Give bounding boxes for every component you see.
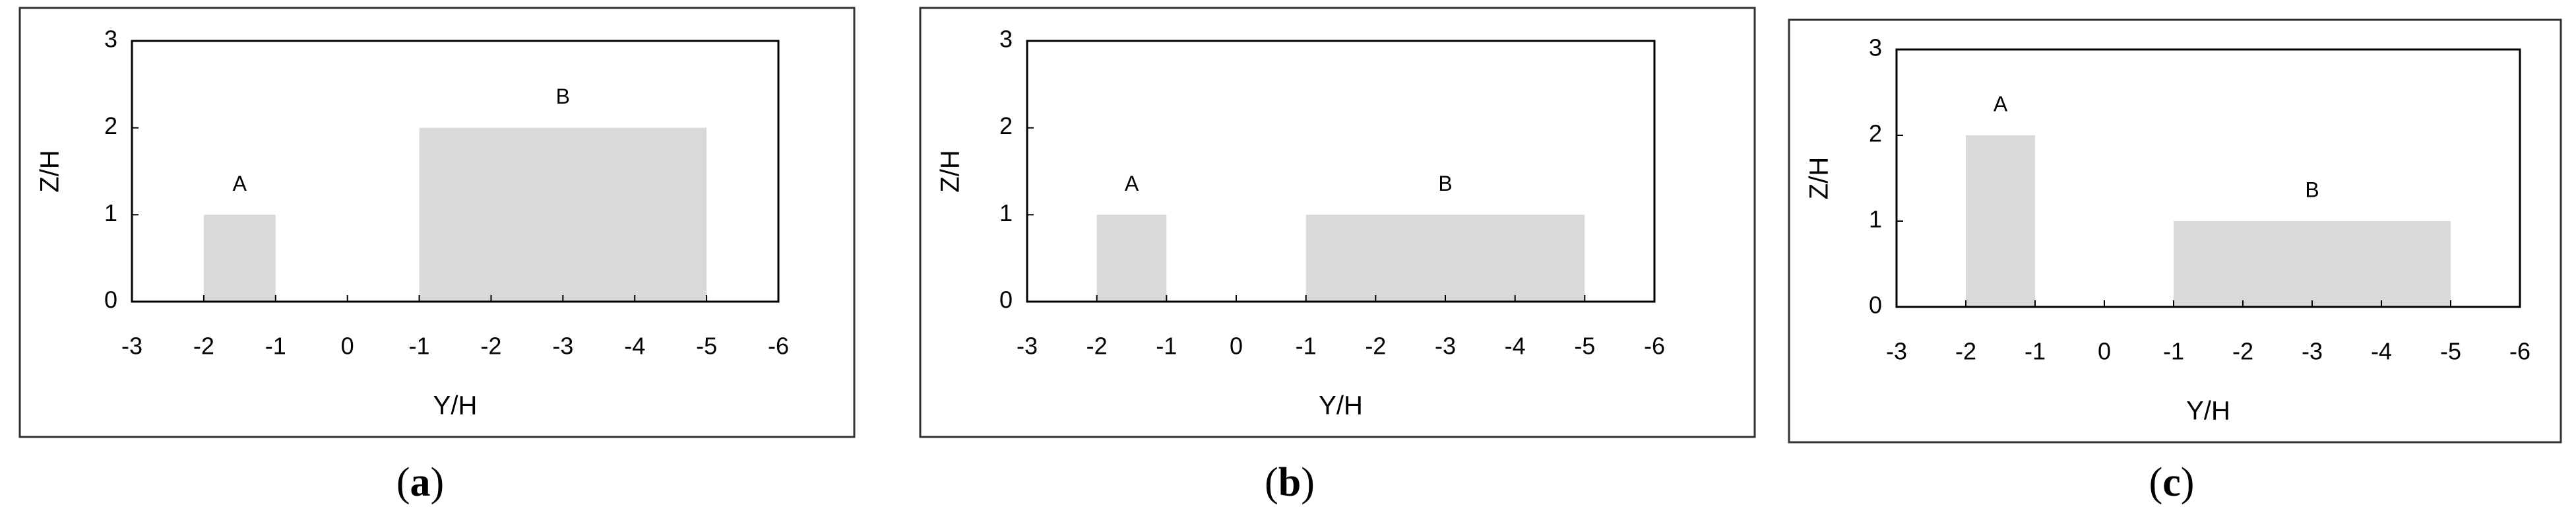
x-tick-label: -3 xyxy=(1886,338,1907,365)
x-tick-label: -2 xyxy=(1365,333,1386,360)
x-tick-label: -6 xyxy=(768,333,789,360)
x-axis-label: Y/H xyxy=(2186,397,2230,426)
y-tick-label: 3 xyxy=(1869,34,1882,61)
y-tick-label: 2 xyxy=(1869,120,1882,147)
y-axis-label: Z/H xyxy=(36,150,65,192)
panel-frame xyxy=(1788,18,2562,444)
x-tick-label: 0 xyxy=(341,333,354,360)
x-tick-label: -1 xyxy=(409,333,430,360)
caption-open: ( xyxy=(2149,460,2163,505)
y-tick-label: 0 xyxy=(999,286,1013,314)
caption-label: b xyxy=(1278,460,1301,505)
building-label: B xyxy=(556,84,570,108)
panel-frame xyxy=(18,7,856,438)
x-tick-label: -2 xyxy=(193,333,214,360)
building-label: A xyxy=(233,172,247,195)
y-tick-label: 1 xyxy=(1869,206,1882,233)
x-tick-label: -3 xyxy=(1017,333,1038,360)
building xyxy=(1966,135,2035,307)
building-label: A xyxy=(1994,92,2008,116)
x-tick-label: -3 xyxy=(2302,338,2323,365)
building-label: A xyxy=(1125,172,1139,195)
x-tick-label: -1 xyxy=(1296,333,1317,360)
y-tick-label: 2 xyxy=(999,112,1013,139)
plot-frame xyxy=(1026,40,1656,303)
panel-frame xyxy=(919,7,1756,438)
y-axis-label: Z/H xyxy=(936,150,965,192)
y-tick-label: 2 xyxy=(104,112,117,139)
x-tick-label: -4 xyxy=(2371,338,2392,365)
y-tick-label: 3 xyxy=(999,26,1013,53)
y-tick-label: 3 xyxy=(104,26,117,53)
caption-open: ( xyxy=(396,460,410,505)
x-tick-label: -4 xyxy=(624,333,645,360)
x-axis-label: Y/H xyxy=(1319,391,1363,420)
x-tick-label: -1 xyxy=(1156,333,1177,360)
caption-open: ( xyxy=(1265,460,1278,505)
x-tick-label: -5 xyxy=(1574,333,1595,360)
y-axis-label: Z/H xyxy=(1805,157,1834,199)
x-tick-label: -3 xyxy=(121,333,142,360)
building-label: B xyxy=(2305,178,2319,201)
building xyxy=(203,215,276,302)
y-tick-label: 0 xyxy=(1869,292,1882,319)
caption-close: ) xyxy=(431,460,445,505)
x-axis-label: Y/H xyxy=(433,391,478,420)
panel: A B 0 1 2 3 -3 -2 -1 0 -1 -2 -3 -4 -5 -6 Y/H Z/H (a) xyxy=(18,7,856,505)
x-tick-label: -1 xyxy=(265,333,286,360)
building xyxy=(1305,215,1585,302)
building xyxy=(419,127,707,302)
y-tick-label: 0 xyxy=(104,286,117,314)
x-tick-label: -6 xyxy=(1644,333,1665,360)
caption: (c) xyxy=(2149,460,2195,505)
building xyxy=(2174,221,2451,307)
x-tick-label: -2 xyxy=(2232,338,2253,365)
x-tick-label: 0 xyxy=(1230,333,1243,360)
x-tick-label: -3 xyxy=(1435,333,1456,360)
panel: A B 0 1 2 3 -3 -2 -1 0 -1 -2 -3 -4 -5 -6 Y/H Z/H (b) xyxy=(919,7,1756,505)
caption: (a) xyxy=(396,460,444,505)
caption-label: a xyxy=(410,460,431,505)
x-tick-label: -2 xyxy=(1955,338,1976,365)
panel: A B 0 1 2 3 -3 -2 -1 0 -1 -2 -3 -4 -5 -6 Y/H Z/H (c) xyxy=(1788,18,2562,505)
x-tick-label: -1 xyxy=(2163,338,2184,365)
building-label: B xyxy=(1438,172,1452,195)
x-tick-label: -3 xyxy=(552,333,573,360)
plot-frame xyxy=(1895,48,2521,308)
caption-close: ) xyxy=(2181,460,2195,505)
y-tick-label: 1 xyxy=(999,199,1013,226)
x-tick-label: -2 xyxy=(480,333,501,360)
x-tick-label: -5 xyxy=(2440,338,2461,365)
x-tick-label: -4 xyxy=(1505,333,1526,360)
caption: (b) xyxy=(1265,460,1315,505)
building xyxy=(1096,215,1167,302)
x-tick-label: -1 xyxy=(2025,338,2046,365)
x-tick-label: -5 xyxy=(696,333,717,360)
caption-label: c xyxy=(2162,460,2181,505)
caption-close: ) xyxy=(1301,460,1315,505)
plot-frame xyxy=(131,40,780,303)
x-tick-label: -2 xyxy=(1086,333,1108,360)
x-tick-label: -6 xyxy=(2509,338,2530,365)
y-tick-label: 1 xyxy=(104,199,117,226)
x-tick-label: 0 xyxy=(2098,338,2111,365)
